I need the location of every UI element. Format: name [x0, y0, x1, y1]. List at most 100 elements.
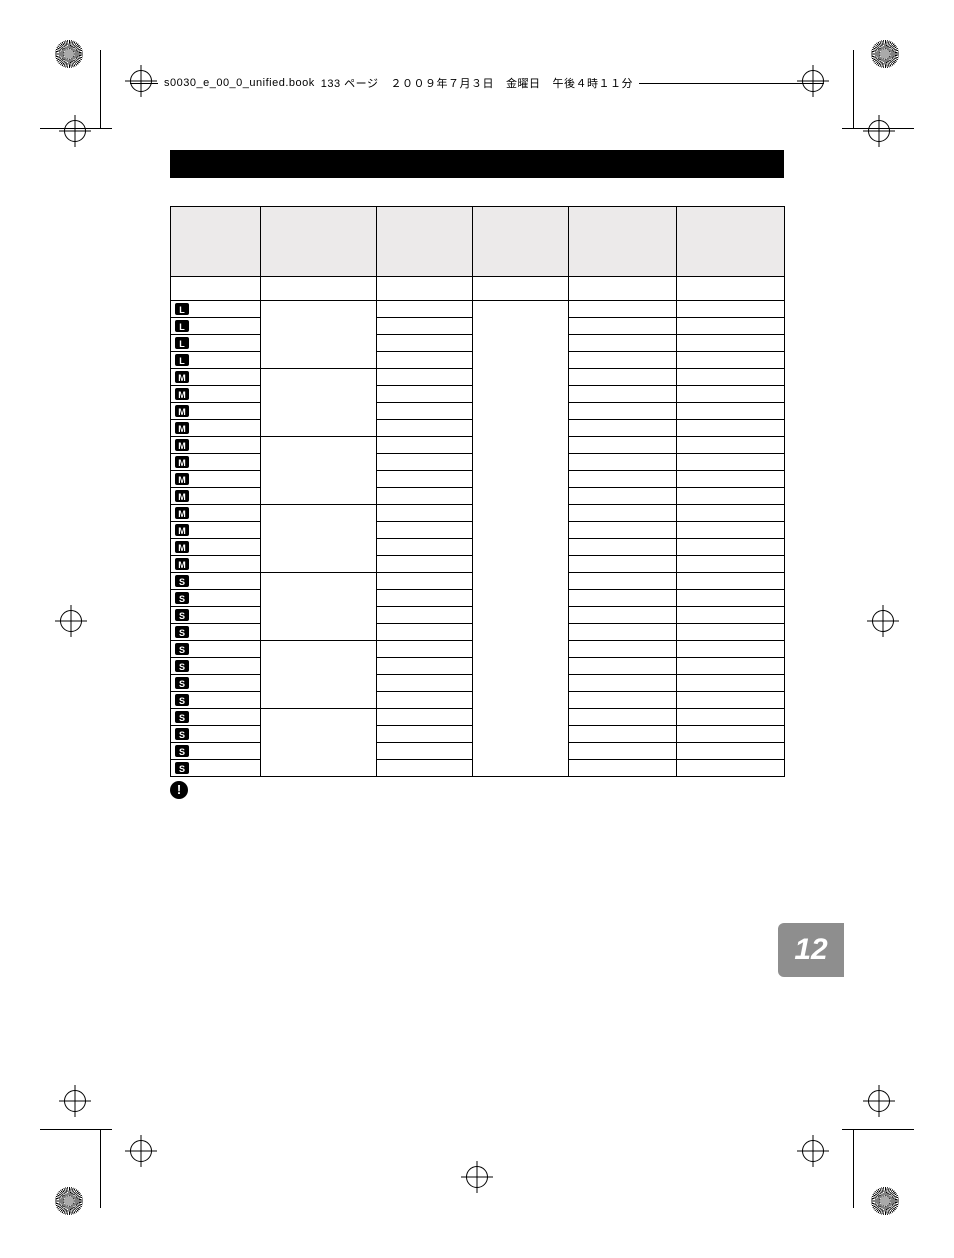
crop-line — [853, 50, 854, 128]
table-subheader-row — [171, 277, 785, 301]
table-cell — [377, 420, 473, 437]
size-cell: M — [171, 505, 261, 522]
table-cell — [261, 437, 377, 505]
size-badge: S — [175, 762, 189, 774]
size-badge: M — [175, 422, 189, 434]
table-cell — [473, 301, 569, 777]
header-date: ２００９年７月３日 — [384, 75, 500, 91]
table-cell — [677, 556, 785, 573]
table-cell — [569, 709, 677, 726]
table-cell — [569, 454, 677, 471]
size-badge: M — [175, 456, 189, 468]
table-header-cell — [377, 207, 473, 277]
crop-line — [842, 1129, 914, 1130]
table-cell — [377, 539, 473, 556]
reg-star-tl — [55, 40, 83, 71]
size-badge: M — [175, 541, 189, 553]
table-cell — [677, 505, 785, 522]
size-cell: L — [171, 318, 261, 335]
table-cell — [569, 403, 677, 420]
size-cell: S — [171, 624, 261, 641]
table-cell — [377, 505, 473, 522]
table-cell — [677, 369, 785, 386]
table-cell — [677, 692, 785, 709]
table-cell — [261, 709, 377, 777]
table-cell — [569, 420, 677, 437]
size-badge: S — [175, 575, 189, 587]
table-cell — [569, 658, 677, 675]
table-cell — [569, 335, 677, 352]
table-cell — [677, 488, 785, 505]
size-cell: L — [171, 301, 261, 318]
table-cell — [569, 277, 677, 301]
reg-star-br — [871, 1187, 899, 1218]
size-badge: L — [175, 354, 189, 366]
table-header-cell — [171, 207, 261, 277]
size-cell: M — [171, 454, 261, 471]
table-cell — [569, 556, 677, 573]
table-cell — [569, 641, 677, 658]
size-cell: S — [171, 590, 261, 607]
table-cell — [377, 709, 473, 726]
table-cell — [677, 743, 785, 760]
size-cell: S — [171, 692, 261, 709]
size-badge: L — [175, 303, 189, 315]
size-badge: S — [175, 728, 189, 740]
size-cell: M — [171, 437, 261, 454]
size-badge: S — [175, 660, 189, 672]
size-badge: M — [175, 507, 189, 519]
table-cell — [377, 471, 473, 488]
size-cell: L — [171, 352, 261, 369]
table-header-cell — [261, 207, 377, 277]
table-cell — [569, 607, 677, 624]
table-cell — [569, 301, 677, 318]
table-cell — [377, 318, 473, 335]
table-cell — [677, 454, 785, 471]
reg-target-tr2 — [868, 120, 890, 142]
table-cell — [677, 471, 785, 488]
table-cell — [677, 277, 785, 301]
table-cell — [377, 760, 473, 777]
reg-target-br — [802, 1140, 824, 1162]
table-cell — [377, 641, 473, 658]
size-cell: M — [171, 369, 261, 386]
table-cell — [677, 573, 785, 590]
table-cell — [377, 454, 473, 471]
table-cell — [377, 573, 473, 590]
size-badge: L — [175, 337, 189, 349]
table-cell — [377, 556, 473, 573]
table-cell — [569, 386, 677, 403]
table-cell — [261, 641, 377, 709]
table-cell — [569, 352, 677, 369]
table-cell — [569, 760, 677, 777]
table-cell — [377, 386, 473, 403]
table-cell — [261, 573, 377, 641]
size-badge: M — [175, 439, 189, 451]
size-badge: M — [175, 490, 189, 502]
table-cell — [677, 709, 785, 726]
table-cell — [569, 726, 677, 743]
table-cell — [377, 335, 473, 352]
table-cell — [261, 369, 377, 437]
table-cell — [171, 277, 261, 301]
table-cell — [377, 352, 473, 369]
table-cell — [677, 352, 785, 369]
reg-target-bl — [130, 1140, 152, 1162]
size-cell: L — [171, 335, 261, 352]
size-cell: S — [171, 658, 261, 675]
reg-target-right — [872, 610, 894, 632]
table-cell — [261, 277, 377, 301]
crop-line — [853, 1130, 854, 1208]
reg-target-bottom — [466, 1166, 488, 1188]
size-badge: M — [175, 371, 189, 383]
size-badge: S — [175, 626, 189, 638]
table-cell — [677, 318, 785, 335]
table-cell — [677, 420, 785, 437]
table-cell — [377, 590, 473, 607]
table-cell — [569, 369, 677, 386]
table-cell — [377, 675, 473, 692]
header-weekday: 金曜日 — [500, 75, 547, 91]
size-cell: S — [171, 675, 261, 692]
table-cell — [377, 743, 473, 760]
size-badge: S — [175, 592, 189, 604]
